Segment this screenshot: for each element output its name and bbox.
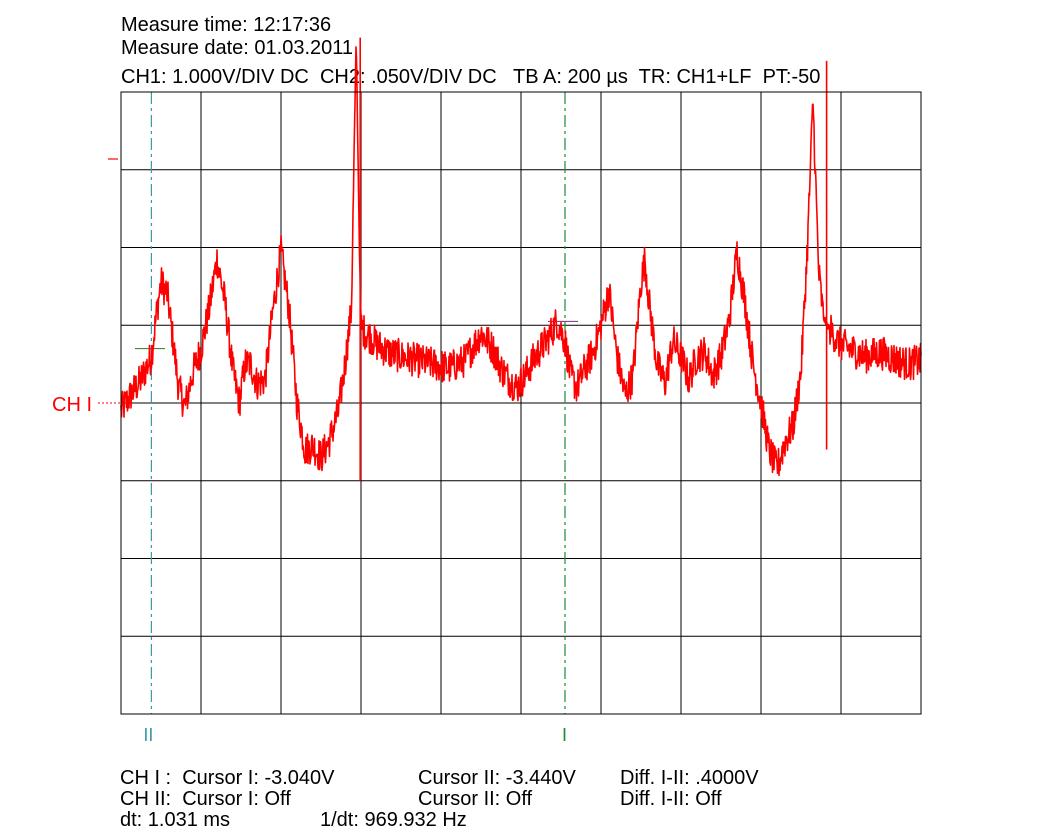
cursor-i-label: I: [562, 725, 567, 745]
channel-settings: CH1: 1.000V/DIV DC CH2: .050V/DIV DC TB …: [121, 66, 821, 88]
measure-time: Measure time: 12:17:36: [121, 14, 332, 36]
ch2-cursor2-readout: Cursor II: Off: [418, 788, 533, 810]
ch1-ground-label: CH I: [52, 394, 92, 416]
plot-frame: [120, 91, 922, 715]
measure-date: Measure date: 01.03.2011: [121, 37, 354, 59]
ch1-cursor2-readout: Cursor II: -3.440V: [418, 767, 576, 789]
ch1-trace: [120, 46, 922, 477]
inverse-dt-readout: 1/dt: 969.932 Hz: [320, 809, 467, 831]
grid: [121, 92, 921, 714]
ch1-diff-readout: Diff. I-II: .4000V: [620, 767, 759, 789]
markers: II ICH I: [52, 37, 828, 745]
ch1-cursor1-readout: CH I : Cursor I: -3.040V: [120, 767, 335, 789]
cursors: [150, 92, 566, 714]
ch2-cursor1-readout: CH II: Cursor I: Off: [120, 788, 291, 810]
ch2-diff-readout: Diff. I-II: Off: [620, 788, 722, 810]
dt-readout: dt: 1.031 ms: [120, 809, 231, 831]
cursor-ii-label: II: [143, 725, 153, 745]
